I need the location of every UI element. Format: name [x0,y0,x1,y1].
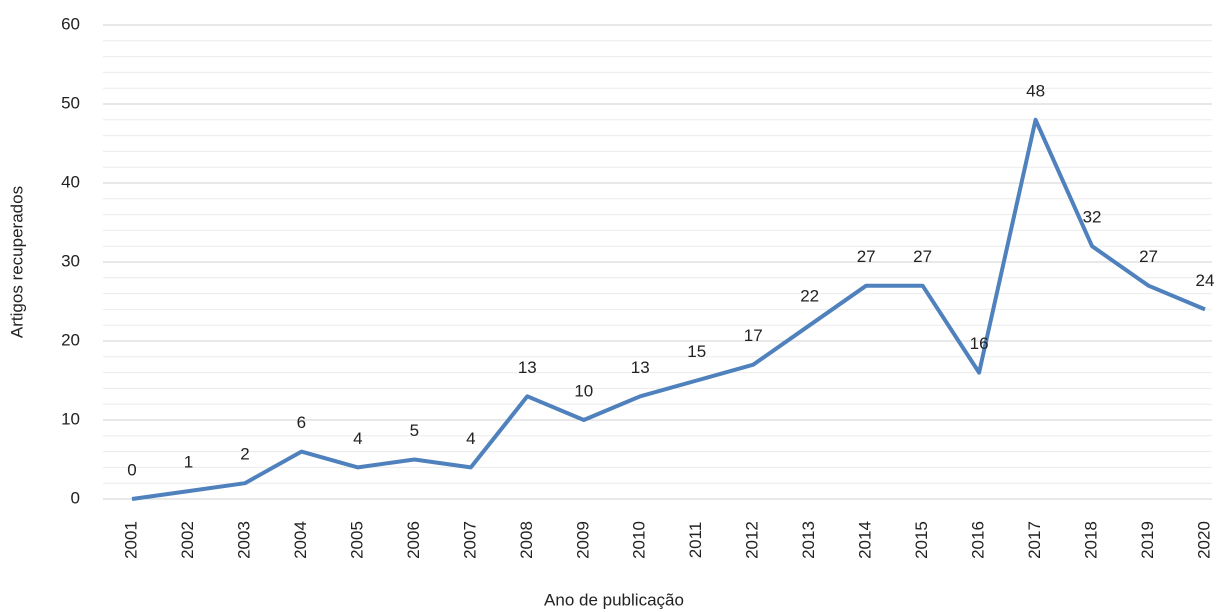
y-tick-label: 50 [61,93,80,112]
x-tick-label: 2004 [291,521,310,559]
x-tick-label: 2015 [912,521,931,559]
data-label: 2 [240,445,249,464]
x-tick-label: 2008 [517,521,536,559]
data-label: 4 [353,429,362,448]
x-tick-label: 2005 [347,521,366,559]
data-label: 4 [466,429,475,448]
y-tick-label: 20 [61,330,80,349]
data-label: 24 [1196,271,1215,290]
x-tick-label: 2001 [121,521,140,559]
y-tick-label: 40 [61,172,80,191]
x-tick-label: 2013 [799,521,818,559]
x-tick-label: 2014 [856,521,875,559]
x-tick-label: 2019 [1138,521,1157,559]
data-label: 17 [744,326,763,345]
y-tick-label: 0 [71,488,80,507]
data-label: 0 [127,460,136,479]
x-tick-label: 2016 [969,521,988,559]
x-tick-label: 2009 [573,521,592,559]
data-label: 32 [1083,208,1102,227]
y-tick-label: 60 [61,14,80,33]
x-tick-label: 2012 [743,521,762,559]
data-label: 13 [631,358,650,377]
data-label: 1 [184,453,193,472]
data-label: 6 [297,413,306,432]
data-label: 48 [1026,81,1045,100]
y-tick-label: 10 [61,409,80,428]
x-tick-label: 2018 [1082,521,1101,559]
data-label: 13 [518,358,537,377]
x-tick-label: 2011 [686,522,705,559]
x-tick-label: 2003 [234,521,253,559]
x-axis-title: Ano de publicação [544,590,684,609]
data-label: 5 [410,421,419,440]
data-label: 27 [1139,247,1158,266]
data-label: 16 [970,334,989,353]
data-label: 22 [800,287,819,306]
data-label: 10 [574,381,593,400]
x-tick-label: 2007 [460,521,479,559]
line-series [131,117,1206,501]
x-tick-label: 2006 [404,521,423,559]
x-tick-label: 2017 [1025,521,1044,559]
data-label: 27 [857,247,876,266]
x-tick-label: 2010 [630,521,649,559]
data-label: 15 [687,342,706,361]
data-label: 27 [913,247,932,266]
y-tick-label: 30 [61,251,80,270]
y-axis-title: Artigos recuperados [7,186,26,338]
x-tick-label: 2020 [1194,521,1213,559]
x-tick-label: 2002 [178,521,197,559]
